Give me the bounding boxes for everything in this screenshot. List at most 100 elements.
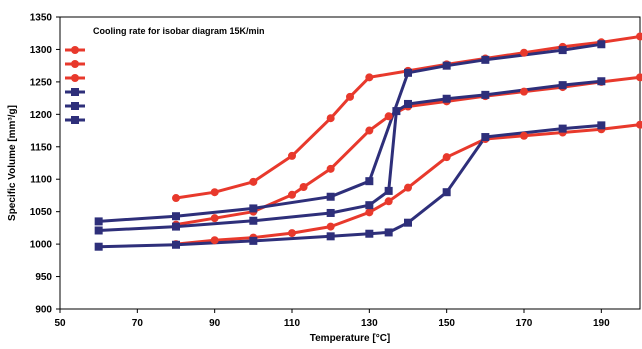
legend-entry: isotherm 80bar <box>88 88 153 98</box>
y-axis-title: Specific Volume [mm³/g] <box>7 105 18 221</box>
legend-swatch-marker <box>71 88 79 96</box>
legend-entry: isotherm 350bar <box>88 102 158 112</box>
data-point <box>172 240 180 249</box>
plot-area-frame <box>59 16 641 310</box>
legend-swatch-marker <box>71 74 79 82</box>
y-tick-label: 1200 <box>30 110 53 121</box>
data-point <box>442 153 451 162</box>
data-point <box>558 46 567 55</box>
y-tick-label: 950 <box>35 272 52 283</box>
data-point <box>481 133 490 142</box>
data-point <box>326 114 335 123</box>
data-point <box>210 214 219 223</box>
x-axis-title: Temperature [°C] <box>310 333 391 344</box>
data-point <box>210 236 219 245</box>
legend-swatch-marker <box>71 102 79 110</box>
data-point <box>94 242 103 251</box>
data-point <box>326 208 335 217</box>
y-tick-label: 1250 <box>30 77 53 88</box>
data-point <box>172 194 180 203</box>
data-point <box>404 68 412 77</box>
legend-entry: isobar 80bar <box>88 46 142 56</box>
data-point <box>520 48 528 57</box>
data-point <box>597 77 606 86</box>
data-point <box>299 183 308 192</box>
legend-swatch-marker <box>71 46 79 54</box>
data-point <box>326 232 335 241</box>
data-point <box>365 229 374 238</box>
data-point <box>442 94 451 103</box>
x-tick-label: 50 <box>54 318 66 329</box>
data-point <box>94 217 103 226</box>
data-point <box>384 228 393 237</box>
data-point <box>520 131 528 140</box>
data-point <box>365 73 374 82</box>
data-point <box>326 164 335 173</box>
data-point <box>94 226 103 235</box>
data-point <box>210 188 219 197</box>
data-point <box>346 92 354 101</box>
data-point <box>326 192 335 201</box>
data-point <box>442 61 451 70</box>
data-point <box>365 201 374 210</box>
data-point <box>392 107 401 116</box>
data-point <box>442 188 451 197</box>
data-point <box>404 183 412 192</box>
data-point <box>481 55 490 64</box>
y-tick-label: 1300 <box>30 45 53 56</box>
data-point <box>172 222 180 231</box>
y-tick-label: 1050 <box>30 207 53 218</box>
y-tick-label: 1150 <box>30 142 52 153</box>
data-point <box>249 204 258 213</box>
y-tick-label: 1000 <box>30 240 53 251</box>
data-point <box>384 197 393 206</box>
data-point <box>597 121 606 130</box>
x-tick-label: 190 <box>593 318 610 329</box>
chart-title: Cooling rate for isobar diagram 15K/min <box>93 26 265 36</box>
data-point <box>636 120 642 129</box>
data-point <box>404 99 412 108</box>
data-point <box>481 90 490 99</box>
data-point <box>636 32 642 41</box>
x-tick-label: 170 <box>516 318 533 329</box>
series-line-5 <box>98 79 602 232</box>
x-tick-label: 150 <box>438 318 455 329</box>
y-tick-label: 1100 <box>30 175 52 186</box>
x-tick-label: 130 <box>361 318 378 329</box>
x-tick-label: 90 <box>209 318 221 329</box>
ticks: 50 70 90 110 130 150 170 190 900 950 1000 1050 1100 1… <box>30 13 610 330</box>
data-point <box>365 208 374 217</box>
data-point <box>384 112 393 121</box>
x-tick-label: 70 <box>132 318 144 329</box>
series-line-1 <box>175 35 641 200</box>
data-point <box>249 236 258 245</box>
legend: isobar 80bar isobar 354bar isobar 1081bar i… <box>65 46 163 126</box>
legend-swatch-marker <box>71 60 79 68</box>
legend-entry: isotherm 1100bar <box>88 116 163 126</box>
y-tick-label: 900 <box>35 305 52 316</box>
data-point <box>365 177 374 186</box>
y-tick-label: 1350 <box>30 13 53 24</box>
data-point <box>249 216 258 225</box>
data-point <box>597 40 606 49</box>
data-point <box>249 177 258 186</box>
data-point <box>365 126 374 135</box>
legend-entry: isobar 354bar <box>88 60 147 70</box>
data-point <box>288 229 296 238</box>
series-line-3 <box>175 123 641 246</box>
data-point <box>404 218 412 227</box>
series-markers <box>94 32 642 251</box>
legend-entry: isobar 1081bar <box>88 74 152 84</box>
x-tick-label: 110 <box>284 318 301 329</box>
data-point <box>288 151 296 160</box>
data-point <box>384 186 393 195</box>
data-point <box>558 81 567 90</box>
data-point <box>326 222 335 231</box>
legend-swatch-marker <box>71 116 79 124</box>
data-point <box>520 87 528 96</box>
data-point <box>636 73 642 82</box>
data-point <box>288 190 296 199</box>
data-point <box>558 124 567 133</box>
data-point <box>172 212 180 221</box>
